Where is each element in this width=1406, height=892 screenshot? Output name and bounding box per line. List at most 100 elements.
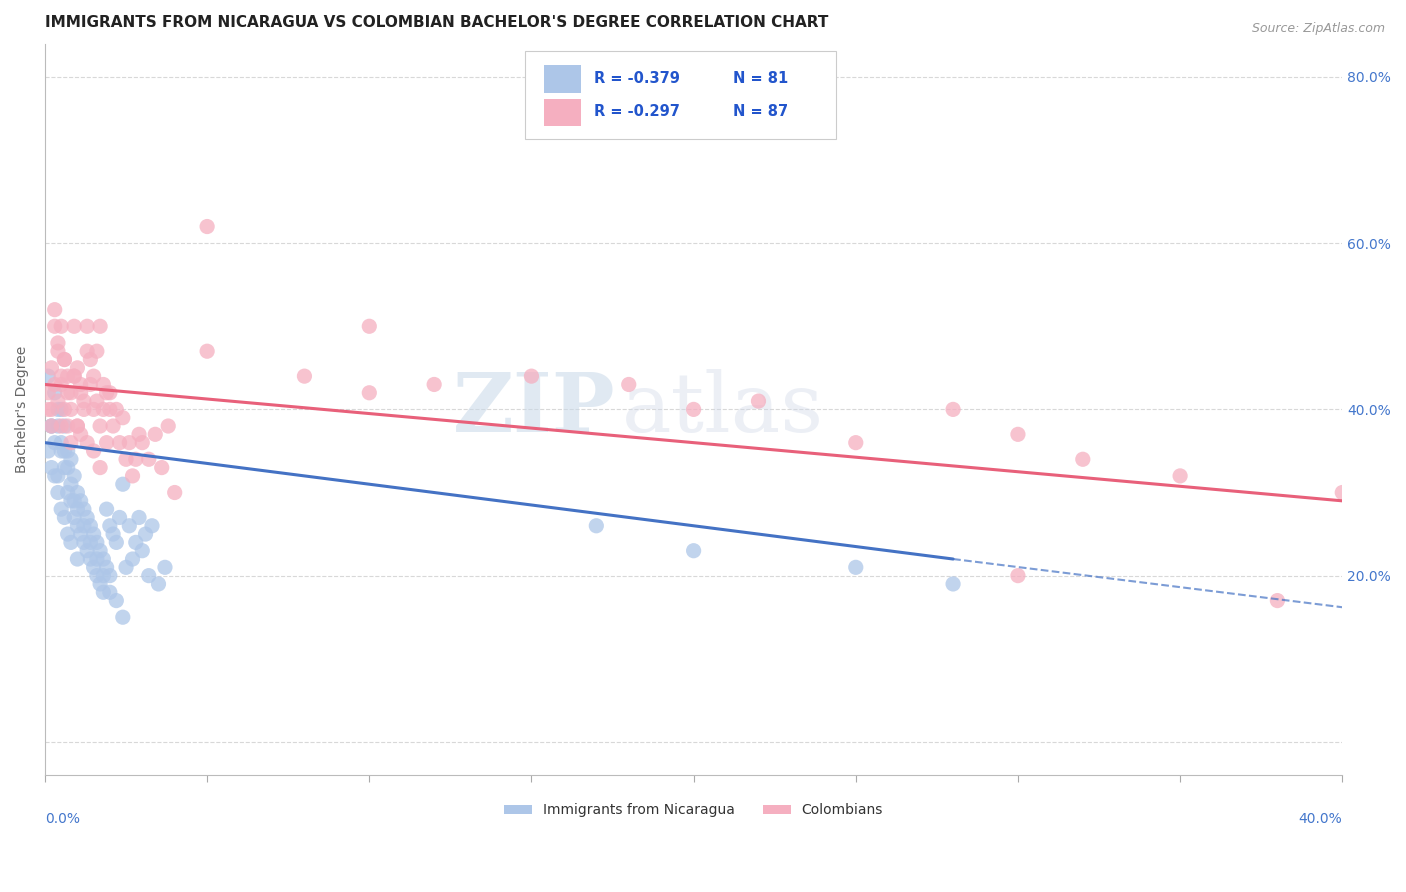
Point <box>76 543 98 558</box>
Point <box>66 518 89 533</box>
Point <box>148 577 170 591</box>
Point <box>143 427 166 442</box>
Point <box>53 444 76 458</box>
Point <box>121 552 143 566</box>
Point <box>423 377 446 392</box>
Point <box>56 385 79 400</box>
Point <box>51 444 73 458</box>
Point <box>37 385 59 400</box>
Point <box>53 402 76 417</box>
Point <box>96 560 118 574</box>
Point <box>163 485 186 500</box>
Point <box>118 435 141 450</box>
Point <box>79 377 101 392</box>
Point <box>46 419 69 434</box>
Point <box>59 435 82 450</box>
Point <box>96 502 118 516</box>
Point <box>359 319 381 334</box>
Point <box>125 452 148 467</box>
Point <box>86 535 108 549</box>
Point <box>111 610 134 624</box>
Point <box>41 460 63 475</box>
Text: 0.0%: 0.0% <box>45 812 80 826</box>
Point <box>51 369 73 384</box>
Point <box>111 410 134 425</box>
Point <box>118 518 141 533</box>
Point <box>44 385 66 400</box>
Point <box>37 369 59 384</box>
Point <box>66 485 89 500</box>
Text: IMMIGRANTS FROM NICARAGUA VS COLOMBIAN BACHELOR'S DEGREE CORRELATION CHART: IMMIGRANTS FROM NICARAGUA VS COLOMBIAN B… <box>45 15 828 30</box>
Point <box>96 435 118 450</box>
FancyBboxPatch shape <box>524 51 837 139</box>
Point <box>942 402 965 417</box>
Point <box>115 560 138 574</box>
Point <box>59 402 82 417</box>
Point <box>359 385 381 400</box>
Legend: Immigrants from Nicaragua, Colombians: Immigrants from Nicaragua, Colombians <box>499 798 889 823</box>
Point <box>56 369 79 384</box>
Point <box>89 319 111 334</box>
Point <box>79 552 101 566</box>
Point <box>51 419 73 434</box>
Point <box>59 385 82 400</box>
Point <box>69 527 91 541</box>
Point <box>73 502 96 516</box>
Point <box>73 535 96 549</box>
Point <box>63 369 86 384</box>
Point <box>153 560 176 574</box>
Text: R = -0.297: R = -0.297 <box>593 104 679 120</box>
Point <box>138 452 160 467</box>
Point <box>86 552 108 566</box>
Point <box>69 427 91 442</box>
Text: Source: ZipAtlas.com: Source: ZipAtlas.com <box>1251 22 1385 36</box>
Point <box>150 460 173 475</box>
Point <box>138 568 160 582</box>
Point <box>98 385 121 400</box>
Point <box>76 435 98 450</box>
Point <box>76 344 98 359</box>
Point <box>53 510 76 524</box>
Point <box>56 419 79 434</box>
Point <box>83 444 105 458</box>
Point <box>115 452 138 467</box>
Point <box>83 527 105 541</box>
Point <box>93 568 115 582</box>
Point <box>111 477 134 491</box>
Point <box>63 369 86 384</box>
Point <box>1267 593 1289 607</box>
Point <box>96 385 118 400</box>
Point <box>86 394 108 409</box>
Point <box>46 394 69 409</box>
Text: ZIP: ZIP <box>453 369 616 450</box>
Point <box>131 435 153 450</box>
Text: R = -0.379: R = -0.379 <box>593 70 679 86</box>
Point <box>682 543 704 558</box>
Point <box>56 444 79 458</box>
Point <box>53 352 76 367</box>
Point <box>125 535 148 549</box>
Point <box>51 435 73 450</box>
Point <box>73 518 96 533</box>
Point <box>63 510 86 524</box>
Point <box>59 493 82 508</box>
Point <box>1168 469 1191 483</box>
Point <box>44 302 66 317</box>
Point <box>41 419 63 434</box>
Text: 40.0%: 40.0% <box>1299 812 1343 826</box>
Point <box>845 560 868 574</box>
Point <box>76 510 98 524</box>
Point <box>1007 427 1029 442</box>
FancyBboxPatch shape <box>544 65 581 93</box>
Point <box>105 402 128 417</box>
Y-axis label: Bachelor's Degree: Bachelor's Degree <box>15 346 30 473</box>
Point <box>131 543 153 558</box>
Point <box>59 477 82 491</box>
Point <box>73 402 96 417</box>
Point <box>108 435 131 450</box>
Point <box>89 460 111 475</box>
Point <box>101 419 124 434</box>
Point <box>1007 568 1029 582</box>
Point <box>83 402 105 417</box>
Point <box>682 402 704 417</box>
